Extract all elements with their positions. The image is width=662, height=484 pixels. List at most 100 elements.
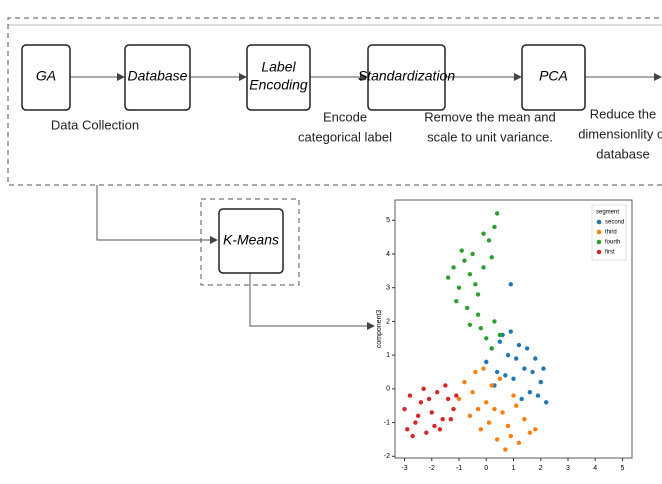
- caption: Reduce the: [590, 106, 657, 121]
- point: [473, 282, 478, 287]
- caption: Remove the mean and: [424, 109, 556, 124]
- point: [503, 447, 508, 452]
- y-tick-label: -1: [384, 419, 390, 426]
- y-tick-label: 0: [386, 386, 390, 393]
- node-box: [124, 44, 191, 111]
- point: [519, 396, 524, 402]
- x-tick-label: -1: [456, 465, 462, 472]
- x-tick-label: 5: [621, 465, 625, 472]
- point: [492, 406, 497, 412]
- point: [443, 383, 448, 388]
- point: [497, 376, 503, 381]
- caption: Data Collection: [51, 117, 139, 132]
- point: [421, 386, 426, 392]
- kmeans-label: K-Means: [223, 232, 279, 248]
- y-tick-label: 5: [386, 217, 390, 224]
- point: [410, 433, 415, 439]
- point: [489, 383, 494, 388]
- point: [429, 410, 434, 415]
- point: [454, 393, 459, 398]
- node-label: Database: [128, 68, 188, 84]
- point: [481, 366, 486, 371]
- legend-label: third: [605, 230, 617, 236]
- point: [456, 285, 462, 290]
- point: [464, 305, 470, 311]
- point: [505, 423, 511, 429]
- point: [454, 298, 459, 304]
- point: [492, 224, 497, 230]
- point: [541, 366, 546, 371]
- point: [451, 265, 456, 270]
- point: [497, 332, 503, 338]
- y-axis-label: component3: [376, 310, 383, 349]
- point: [492, 319, 497, 324]
- point: [470, 251, 475, 257]
- point: [459, 248, 464, 253]
- point: [516, 342, 522, 348]
- point: [484, 400, 489, 405]
- legend-title: segment: [596, 210, 619, 216]
- y-tick-label: 3: [386, 285, 390, 292]
- point: [484, 359, 489, 365]
- point: [524, 346, 530, 351]
- point: [486, 238, 492, 243]
- x-tick-label: 2: [539, 465, 543, 472]
- y-tick-label: 4: [386, 251, 390, 258]
- point: [543, 400, 549, 405]
- point: [489, 255, 494, 260]
- caption: scale to unit variance.: [427, 129, 553, 144]
- point: [435, 390, 440, 395]
- point: [522, 366, 527, 371]
- point: [462, 379, 467, 385]
- point: [505, 352, 511, 358]
- point: [494, 437, 500, 442]
- connectors: [70, 73, 662, 330]
- x-tick-label: 3: [566, 465, 570, 472]
- point: [527, 390, 533, 395]
- point: [511, 393, 516, 398]
- kmeans-frame: [200, 198, 300, 286]
- node-label: Label: [261, 59, 296, 75]
- node-box: [21, 44, 71, 111]
- pipeline-frame: [7, 17, 662, 186]
- point: [424, 430, 429, 435]
- legend-swatch: [596, 249, 602, 255]
- point: [484, 336, 489, 341]
- legend-label: second: [605, 220, 624, 226]
- point: [473, 369, 478, 375]
- legend-swatch: [596, 239, 602, 245]
- legend-swatch: [596, 229, 602, 235]
- node-box: [367, 44, 446, 111]
- caption: database: [596, 146, 650, 161]
- legend-label: first: [605, 250, 615, 256]
- point: [497, 339, 503, 344]
- kmeans-box: [218, 208, 284, 274]
- point: [426, 396, 432, 402]
- point: [514, 403, 519, 408]
- y-tick-label: 2: [386, 318, 390, 325]
- point: [533, 356, 538, 361]
- point: [456, 396, 462, 402]
- y-tick-label: 1: [386, 352, 390, 359]
- point: [494, 211, 500, 216]
- point: [527, 430, 533, 435]
- point: [522, 417, 527, 422]
- x-tick-label: 0: [484, 465, 488, 472]
- point: [486, 420, 492, 425]
- point: [462, 258, 467, 263]
- point: [475, 406, 481, 412]
- x-tick-label: 4: [593, 465, 597, 472]
- point: [494, 369, 500, 375]
- point: [451, 406, 456, 412]
- point: [514, 356, 519, 361]
- node-label: Standardization: [358, 68, 456, 84]
- point: [535, 393, 541, 398]
- node-box: [246, 44, 311, 111]
- caption: dimensionlity of: [578, 126, 662, 141]
- point: [508, 433, 513, 439]
- node-label: GA: [36, 68, 56, 84]
- point: [475, 312, 481, 317]
- point: [418, 400, 424, 405]
- caption: Encode: [323, 109, 367, 124]
